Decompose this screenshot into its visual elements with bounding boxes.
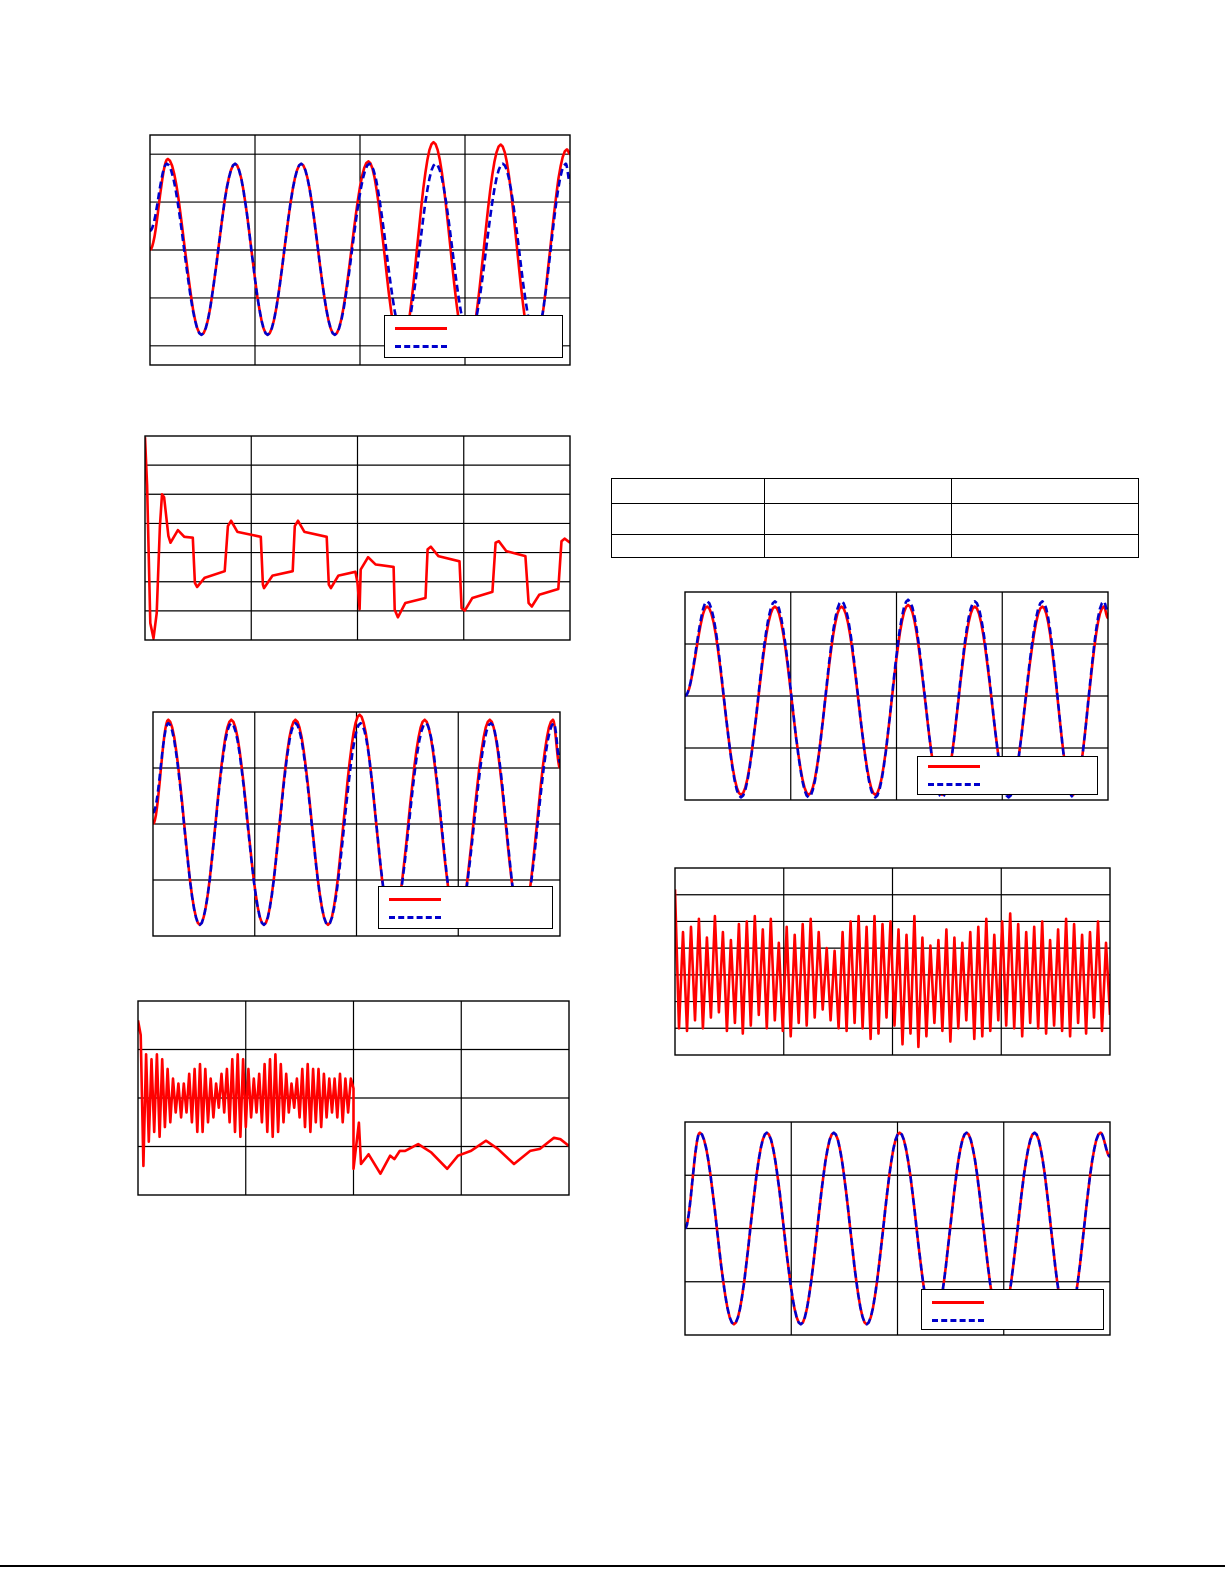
plot-frame — [674, 867, 1111, 1056]
series-group — [150, 140, 570, 352]
chart-noise-signal — [674, 867, 1111, 1056]
table-cell — [611, 503, 765, 535]
series-line-solid-0 — [138, 1020, 569, 1175]
series-group — [138, 1020, 569, 1175]
legend — [917, 756, 1098, 795]
chart-step-response-1 — [144, 435, 571, 641]
legend — [378, 886, 553, 929]
legend-swatch-solid — [928, 765, 980, 768]
series-line-dashed-1 — [685, 1131, 1110, 1326]
table-cell — [611, 534, 765, 558]
series-line-dashed-1 — [153, 721, 560, 927]
series-group — [685, 598, 1108, 799]
table-cell — [951, 534, 1139, 558]
chart-voltage-comparison-1 — [149, 134, 571, 366]
data-table — [611, 478, 1139, 558]
chart-voltage-comparison-3 — [684, 591, 1109, 801]
chart-oscillation-response — [137, 1000, 570, 1196]
plot-frame — [137, 1000, 570, 1196]
plot-frame — [149, 134, 571, 366]
table-cell — [764, 534, 952, 558]
series-line-dashed-1 — [685, 598, 1108, 799]
series-line-solid-0 — [145, 437, 570, 640]
legend — [921, 1289, 1104, 1330]
chart-voltage-comparison-2 — [152, 711, 561, 937]
table-cell — [764, 503, 952, 535]
plot-area — [152, 711, 561, 937]
legend — [384, 315, 563, 358]
plot-area — [684, 1121, 1111, 1336]
plot-area — [144, 435, 571, 641]
chart-voltage-comparison-4 — [684, 1121, 1111, 1336]
series-group — [675, 889, 1110, 1049]
plot-frame — [152, 711, 561, 937]
series-line-solid-0 — [685, 603, 1108, 797]
table-cell — [611, 478, 765, 504]
legend-swatch-solid — [932, 1301, 984, 1304]
legend-swatch-dashed — [395, 345, 447, 348]
table-row — [611, 534, 1139, 558]
legend-swatch-dashed — [389, 916, 441, 919]
plot-frame — [684, 1121, 1111, 1336]
legend-swatch-solid — [395, 327, 447, 330]
series-group — [153, 713, 560, 927]
legend-swatch-dashed — [932, 1319, 984, 1322]
series-group — [145, 437, 570, 640]
table-row — [611, 478, 1139, 504]
series-group — [685, 1131, 1110, 1326]
table-cell — [764, 478, 952, 504]
series-line-dashed-1 — [150, 162, 570, 338]
plot-frame — [684, 591, 1109, 801]
table-row — [611, 503, 1139, 535]
plot-area — [137, 1000, 570, 1196]
plot-frame — [144, 435, 571, 641]
series-line-solid-0 — [675, 889, 1110, 1049]
footer-rule — [0, 1565, 1225, 1567]
table-cell — [951, 503, 1139, 535]
plot-area — [684, 591, 1109, 801]
plot-area — [149, 134, 571, 366]
plot-area — [674, 867, 1111, 1056]
legend-swatch-dashed — [928, 783, 980, 786]
table-cell — [951, 478, 1139, 504]
legend-swatch-solid — [389, 898, 441, 901]
